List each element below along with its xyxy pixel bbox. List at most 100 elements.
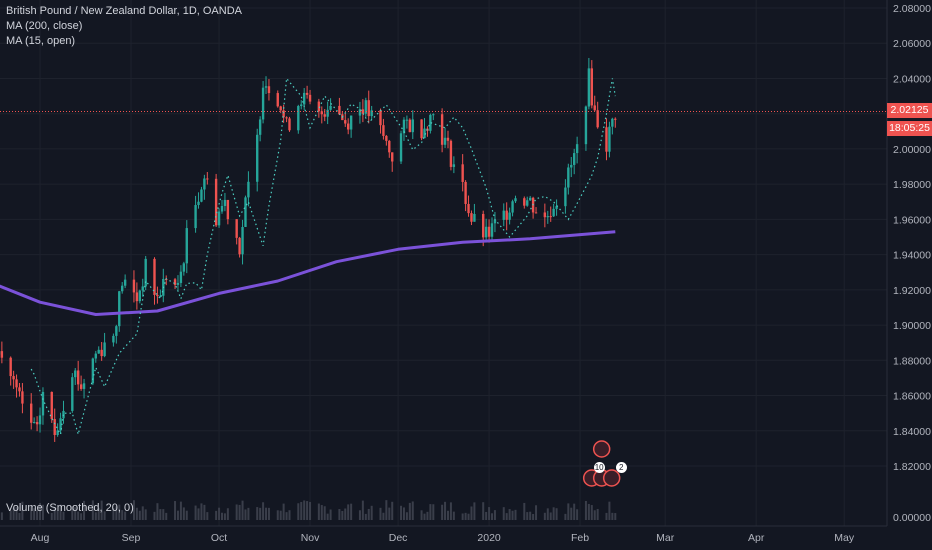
- volume-bar: [611, 512, 614, 520]
- volume-bar: [408, 502, 411, 520]
- volume-bar: [59, 504, 62, 520]
- candle-body: [100, 349, 103, 357]
- volume-bar: [426, 511, 429, 520]
- candle-body: [320, 111, 323, 115]
- ma15-line: [30, 77, 616, 437]
- volume-bar: [153, 511, 156, 520]
- volume-bar: [370, 505, 373, 520]
- candle-body: [317, 101, 321, 112]
- candle-body: [482, 213, 485, 238]
- volume-bar: [364, 513, 367, 520]
- volume-bar: [535, 505, 538, 520]
- candle-body: [41, 391, 45, 416]
- volume-legend[interactable]: Volume (Smoothed, 20, 0): [6, 502, 134, 514]
- candle-body: [385, 135, 388, 141]
- volume-bar: [405, 512, 408, 520]
- volume-bar: [220, 512, 223, 520]
- candle-body: [112, 335, 115, 343]
- price-tick-label: 1.98000: [893, 179, 931, 191]
- candle-body: [71, 377, 74, 411]
- symbol-title[interactable]: British Pound / New Zealand Dollar, 1D, …: [6, 5, 242, 17]
- volume-bar: [94, 512, 97, 520]
- event-count-badge[interactable]: 2: [615, 462, 627, 473]
- volume-bar: [276, 510, 279, 520]
- candle-body: [484, 226, 488, 238]
- candle-body: [261, 87, 265, 120]
- time-tick-label: 2020: [477, 532, 501, 544]
- ma15-legend[interactable]: MA (15, open): [6, 35, 76, 47]
- volume-bar: [103, 511, 106, 520]
- candle-body: [50, 391, 53, 420]
- price-tick-label: 1.94000: [893, 250, 931, 262]
- ma200-legend[interactable]: MA (200, close): [6, 20, 83, 32]
- volume-bar: [197, 508, 200, 520]
- candle-body: [528, 197, 532, 201]
- volume-bar: [74, 507, 77, 520]
- candle-body: [276, 93, 279, 107]
- candle-body: [35, 422, 39, 425]
- candle-body: [91, 358, 95, 384]
- candle-body: [411, 119, 414, 133]
- candle-body: [534, 212, 538, 214]
- volume-bar: [91, 500, 94, 520]
- volume-bar: [115, 506, 118, 520]
- volume-bar: [596, 508, 599, 520]
- candle-body: [217, 211, 221, 226]
- volume-bar: [297, 503, 300, 520]
- volume-bar: [590, 505, 593, 520]
- volume-bar: [338, 508, 341, 520]
- price-tick-label: 2.08000: [893, 3, 931, 15]
- volume-bar: [118, 504, 121, 520]
- candle-body: [543, 212, 547, 218]
- volume-bar: [156, 503, 159, 520]
- volume-bar: [12, 507, 15, 520]
- candle-body: [344, 120, 347, 124]
- volume-bar: [309, 501, 312, 520]
- price-tick-label: 1.92000: [893, 285, 931, 297]
- event-count-badge[interactable]: 10: [593, 462, 605, 473]
- volume-bar: [549, 512, 552, 520]
- volume-bar: [238, 504, 241, 520]
- candle-body: [370, 110, 373, 117]
- candle-body: [502, 210, 505, 220]
- price-tick-label: 2.04000: [893, 73, 931, 85]
- candle-body: [97, 349, 100, 354]
- volume-bar: [552, 507, 555, 520]
- volume-bar: [473, 502, 476, 520]
- volume-bar: [555, 508, 558, 520]
- candle-body: [596, 110, 599, 128]
- volume-bar: [162, 509, 165, 520]
- candle-body: [38, 415, 42, 425]
- candle-body: [349, 115, 353, 130]
- volume-bar: [285, 512, 288, 520]
- price-tick-label: 1.84000: [893, 426, 931, 438]
- volume-bar: [461, 513, 464, 520]
- volume-bar: [18, 512, 21, 520]
- volume-bar: [235, 504, 238, 520]
- candle-body: [153, 258, 156, 295]
- volume-bar: [420, 510, 423, 520]
- volume-bar: [432, 504, 435, 520]
- volume-bar: [174, 501, 177, 520]
- volume-bar: [385, 500, 388, 520]
- volume-bar: [141, 506, 144, 520]
- candle-body: [391, 152, 394, 162]
- candle-body: [367, 100, 370, 117]
- candle-body: [461, 164, 464, 182]
- volume-bar: [317, 503, 320, 520]
- candle-body: [226, 199, 230, 220]
- candle-body: [235, 219, 238, 238]
- candle-body: [9, 357, 12, 377]
- candle-body: [446, 137, 450, 141]
- candle-body: [121, 285, 124, 292]
- candle-body: [103, 342, 106, 357]
- volume-bar: [132, 500, 135, 520]
- volume-bar: [15, 506, 18, 520]
- candle-body: [549, 216, 552, 218]
- chart-legend: British Pound / New Zealand Dollar, 1D, …: [6, 4, 242, 49]
- candle-body: [82, 383, 86, 389]
- candle-body: [432, 114, 435, 116]
- volume-bar: [514, 509, 517, 520]
- volume-bar: [573, 503, 576, 520]
